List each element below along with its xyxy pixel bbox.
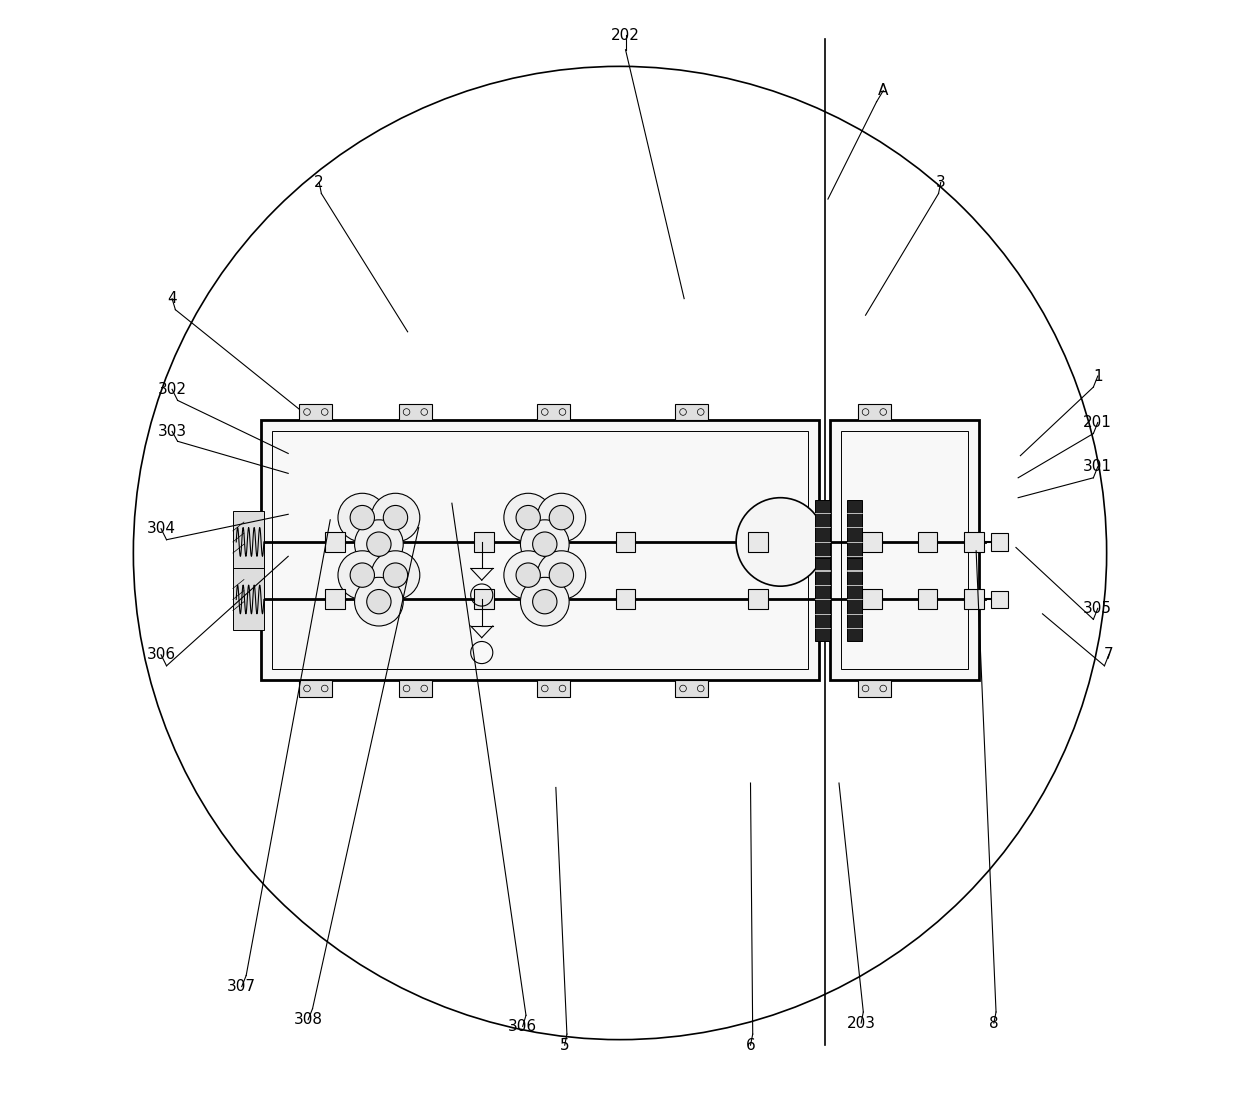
Text: 7: 7 — [1104, 647, 1114, 662]
Bar — [399, 404, 432, 420]
Text: 306: 306 — [508, 1019, 537, 1034]
Circle shape — [537, 551, 585, 599]
Circle shape — [371, 493, 420, 542]
Circle shape — [521, 577, 569, 626]
Text: 3: 3 — [936, 175, 946, 190]
Text: 5: 5 — [560, 1037, 569, 1053]
Circle shape — [503, 493, 553, 542]
Circle shape — [367, 532, 391, 556]
Text: 1: 1 — [1092, 368, 1102, 384]
Circle shape — [350, 505, 374, 530]
Text: 2: 2 — [315, 175, 324, 190]
Bar — [858, 680, 892, 697]
Text: 202: 202 — [611, 28, 640, 43]
Circle shape — [521, 520, 569, 568]
Text: 4: 4 — [167, 291, 177, 306]
Text: 6: 6 — [745, 1037, 755, 1053]
Circle shape — [737, 498, 825, 586]
Bar — [233, 511, 264, 573]
Bar — [815, 500, 830, 584]
Bar — [963, 532, 983, 552]
Circle shape — [516, 563, 541, 587]
Bar — [862, 532, 882, 552]
Bar — [537, 404, 570, 420]
Text: A: A — [878, 83, 888, 98]
Circle shape — [339, 493, 387, 542]
Text: 307: 307 — [227, 979, 257, 994]
Circle shape — [549, 563, 574, 587]
Circle shape — [383, 505, 408, 530]
Text: 303: 303 — [157, 424, 187, 439]
Circle shape — [371, 551, 420, 599]
Circle shape — [383, 563, 408, 587]
Text: 8: 8 — [990, 1015, 998, 1031]
Bar — [474, 589, 494, 609]
Bar — [272, 431, 808, 669]
Text: 306: 306 — [146, 647, 176, 662]
Bar — [260, 420, 820, 680]
Bar — [918, 589, 937, 609]
Bar — [991, 533, 1008, 551]
Bar — [862, 589, 882, 609]
Bar — [615, 589, 635, 609]
Circle shape — [355, 520, 403, 568]
Bar — [615, 532, 635, 552]
Circle shape — [350, 563, 374, 587]
Bar — [748, 532, 769, 552]
Text: 302: 302 — [157, 382, 186, 397]
Bar — [830, 420, 980, 680]
Text: 308: 308 — [294, 1012, 322, 1027]
Circle shape — [367, 589, 391, 614]
Bar — [858, 404, 892, 420]
Circle shape — [503, 551, 553, 599]
Text: 301: 301 — [1084, 459, 1112, 474]
Bar — [815, 557, 830, 640]
Bar — [991, 591, 1008, 608]
Circle shape — [537, 493, 585, 542]
Bar — [847, 557, 862, 640]
Bar — [841, 431, 968, 669]
Circle shape — [549, 505, 574, 530]
Bar — [325, 532, 345, 552]
Bar — [748, 589, 769, 609]
Bar — [847, 500, 862, 584]
Circle shape — [355, 577, 403, 626]
Bar — [233, 568, 264, 630]
Circle shape — [516, 505, 541, 530]
Bar — [299, 680, 332, 697]
Bar — [918, 532, 937, 552]
Circle shape — [339, 551, 387, 599]
Text: 305: 305 — [1084, 601, 1112, 616]
Bar — [676, 680, 708, 697]
Text: 203: 203 — [847, 1015, 875, 1031]
Bar — [474, 532, 494, 552]
Bar — [537, 680, 570, 697]
Text: 304: 304 — [146, 521, 176, 536]
Text: 201: 201 — [1084, 415, 1112, 430]
Bar — [399, 680, 432, 697]
Bar — [676, 404, 708, 420]
Circle shape — [533, 589, 557, 614]
Bar — [299, 404, 332, 420]
Bar — [325, 589, 345, 609]
Circle shape — [533, 532, 557, 556]
Bar — [963, 589, 983, 609]
